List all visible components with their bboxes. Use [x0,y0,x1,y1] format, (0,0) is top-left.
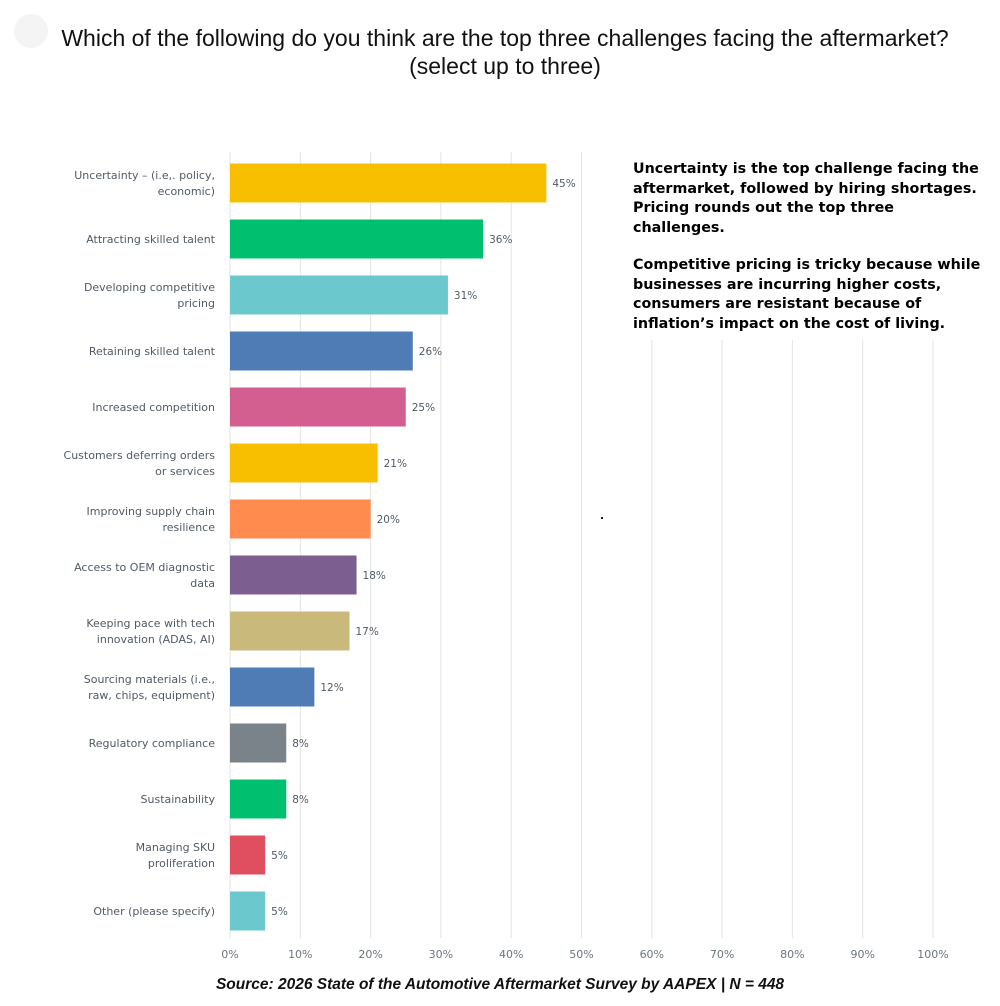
value-label: 36% [489,234,512,246]
value-label: 17% [356,626,379,638]
category-label: Customers deferring orders or services [64,449,216,478]
value-label: 26% [419,346,442,358]
bar [230,611,350,651]
category-label: Sourcing materials (i.e., raw, chips, equ… [84,673,215,702]
title-line-1: Which of the following do you think are … [61,25,949,51]
bar [230,555,357,595]
bar [230,723,287,763]
x-axis-ticks: 0% 10% 20% 30% 40% 50% 60% 70% 80% 90% 100% [221,948,948,961]
category-label: Regulatory compliance [89,737,216,750]
x-tick-label: 50% [569,948,593,961]
category-label: Improving supply chain resilience [87,505,216,534]
title-line-2: (select up to three) [409,53,601,79]
value-label: 5% [271,906,288,918]
value-label: 8% [292,738,309,750]
category-label: Keeping pace with tech innovation (ADAS, … [86,617,215,646]
value-label: 31% [454,290,477,302]
x-tick-label: 80% [780,948,804,961]
callout-paragraph-2: Competitive pricing is tricky because wh… [633,257,981,332]
category-label: Sustainability [141,793,216,806]
stray-dot [601,517,603,519]
x-tick-label: 90% [850,948,874,961]
value-labels: 45% 36% 31% 26% 25% 21% 20% 18% 17% 12% 8% 8% 5% 5% [271,178,576,918]
x-tick-label: 40% [499,948,523,961]
bar [230,891,266,931]
category-label: Access to OEM diagnostic data [74,561,215,590]
value-label: 8% [292,794,309,806]
category-label: Retaining skilled talent [89,345,216,358]
category-label: Uncertainty – (i.e,. policy, economic) [74,169,215,198]
logo-watermark [14,14,48,48]
source-footnote: Source: 2026 State of the Automotive Aft… [215,976,785,993]
category-label: Attracting skilled talent [86,233,215,246]
insight-callout: Uncertainty is the top challenge facing … [633,160,983,352]
bar [230,779,287,819]
x-tick-label: 60% [640,948,664,961]
value-label: 12% [320,682,343,694]
bar [230,443,378,483]
x-tick-label: 30% [429,948,453,961]
bars [230,163,547,931]
bar [230,499,371,539]
value-label: 18% [363,570,386,582]
value-label: 45% [552,178,575,190]
value-label: 25% [412,402,435,414]
x-tick-label: 100% [917,948,948,961]
value-label: 5% [271,850,288,862]
bar [230,163,547,203]
bar [230,331,413,371]
x-tick-label: 10% [288,948,312,961]
category-label: Increased competition [92,401,215,414]
value-label: 20% [377,514,400,526]
category-label: Other (please specify) [93,905,215,918]
chart-title: Which of the following do you think are … [40,24,970,80]
callout-paragraph-1: Uncertainty is the top challenge facing … [633,161,979,236]
bar [230,219,484,259]
value-label: 21% [384,458,407,470]
x-tick-label: 70% [710,948,734,961]
category-label: Developing competitive pricing [84,281,215,310]
x-tick-label: 20% [358,948,382,961]
x-tick-label: 0% [221,948,238,961]
bar [230,835,266,875]
bar [230,667,315,707]
bar [230,387,406,427]
bar [230,275,448,315]
category-labels: Uncertainty – (i.e,. policy, economic) Att… [64,169,216,918]
category-label: Managing SKU proliferation [136,841,215,870]
